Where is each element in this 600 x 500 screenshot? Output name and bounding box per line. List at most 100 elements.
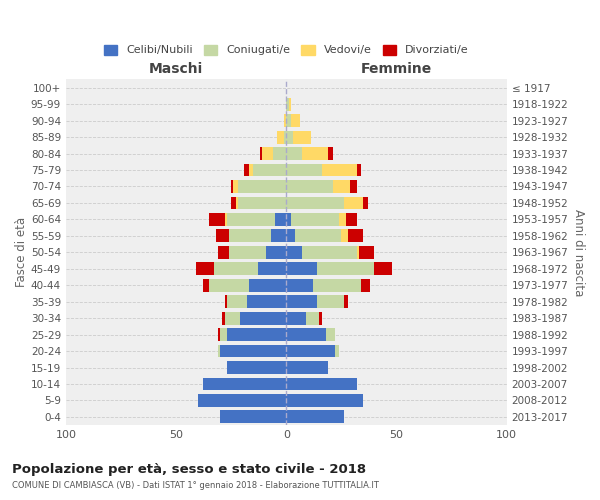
Bar <box>328 147 332 160</box>
Bar <box>286 262 317 275</box>
Bar <box>216 230 229 242</box>
Bar <box>214 262 257 275</box>
Bar <box>350 180 357 193</box>
Bar <box>302 147 328 160</box>
Bar <box>229 246 266 258</box>
Bar <box>289 98 291 110</box>
Bar <box>286 328 326 341</box>
Bar <box>249 164 253 176</box>
Bar <box>277 130 284 143</box>
Bar <box>286 246 302 258</box>
Bar <box>293 130 311 143</box>
Bar <box>249 279 286 291</box>
Bar <box>244 164 249 176</box>
Bar <box>317 262 374 275</box>
Bar <box>271 230 286 242</box>
Bar <box>286 213 291 226</box>
Bar <box>227 213 275 226</box>
Bar <box>224 213 227 226</box>
Bar <box>286 279 313 291</box>
Bar <box>218 246 229 258</box>
Text: COMUNE DI CAMBIASCA (VB) - Dati ISTAT 1° gennaio 2018 - Elaborazione TUTTITALIA.: COMUNE DI CAMBIASCA (VB) - Dati ISTAT 1°… <box>12 481 379 490</box>
Bar <box>220 328 227 341</box>
Bar <box>266 246 286 258</box>
Bar <box>346 213 357 226</box>
Bar <box>203 378 286 390</box>
Bar <box>335 344 339 358</box>
Text: Femmine: Femmine <box>361 62 432 76</box>
Bar <box>361 279 370 291</box>
Bar <box>253 164 286 176</box>
Bar <box>295 230 341 242</box>
Bar <box>306 312 319 324</box>
Bar <box>348 230 364 242</box>
Bar <box>286 114 291 127</box>
Bar <box>286 230 295 242</box>
Bar <box>286 312 306 324</box>
Bar <box>286 344 335 358</box>
Bar <box>220 344 286 358</box>
Bar <box>364 196 368 209</box>
Bar <box>341 230 348 242</box>
Bar <box>238 196 286 209</box>
Bar <box>374 262 392 275</box>
Bar <box>233 180 238 193</box>
Bar <box>344 296 348 308</box>
Bar <box>209 279 249 291</box>
Bar <box>218 328 220 341</box>
Bar <box>224 312 240 324</box>
Bar <box>203 279 209 291</box>
Bar <box>231 180 233 193</box>
Bar <box>286 296 317 308</box>
Bar <box>322 164 357 176</box>
Bar <box>319 312 322 324</box>
Bar <box>231 196 236 209</box>
Bar <box>286 378 357 390</box>
Bar <box>223 312 224 324</box>
Bar <box>326 328 335 341</box>
Bar <box>218 344 220 358</box>
Bar <box>238 180 286 193</box>
Bar <box>284 130 286 143</box>
Bar <box>286 394 364 407</box>
Bar <box>257 262 286 275</box>
Bar <box>332 180 350 193</box>
Bar <box>286 196 344 209</box>
Bar <box>291 213 339 226</box>
Bar <box>286 180 332 193</box>
Bar <box>227 328 286 341</box>
Bar <box>359 246 374 258</box>
Y-axis label: Fasce di età: Fasce di età <box>15 218 28 288</box>
Bar <box>262 147 273 160</box>
Bar <box>275 213 286 226</box>
Bar <box>227 296 247 308</box>
Bar <box>286 98 289 110</box>
Bar <box>247 296 286 308</box>
Bar <box>357 164 361 176</box>
Bar <box>286 410 344 424</box>
Bar <box>240 312 286 324</box>
Legend: Celibi/Nubili, Coniugati/e, Vedovi/e, Divorziati/e: Celibi/Nubili, Coniugati/e, Vedovi/e, Di… <box>100 40 473 60</box>
Bar <box>236 196 238 209</box>
Bar <box>227 361 286 374</box>
Bar <box>302 246 357 258</box>
Bar <box>286 130 293 143</box>
Bar <box>196 262 214 275</box>
Bar <box>339 213 346 226</box>
Bar <box>229 230 271 242</box>
Y-axis label: Anni di nascita: Anni di nascita <box>572 208 585 296</box>
Bar <box>313 279 361 291</box>
Bar <box>273 147 286 160</box>
Bar <box>286 164 322 176</box>
Bar <box>286 361 328 374</box>
Bar <box>209 213 224 226</box>
Bar <box>220 410 286 424</box>
Bar <box>317 296 344 308</box>
Bar <box>286 147 302 160</box>
Bar <box>284 114 286 127</box>
Bar <box>344 196 364 209</box>
Bar <box>198 394 286 407</box>
Bar <box>224 296 227 308</box>
Text: Popolazione per età, sesso e stato civile - 2018: Popolazione per età, sesso e stato civil… <box>12 462 366 475</box>
Bar <box>291 114 299 127</box>
